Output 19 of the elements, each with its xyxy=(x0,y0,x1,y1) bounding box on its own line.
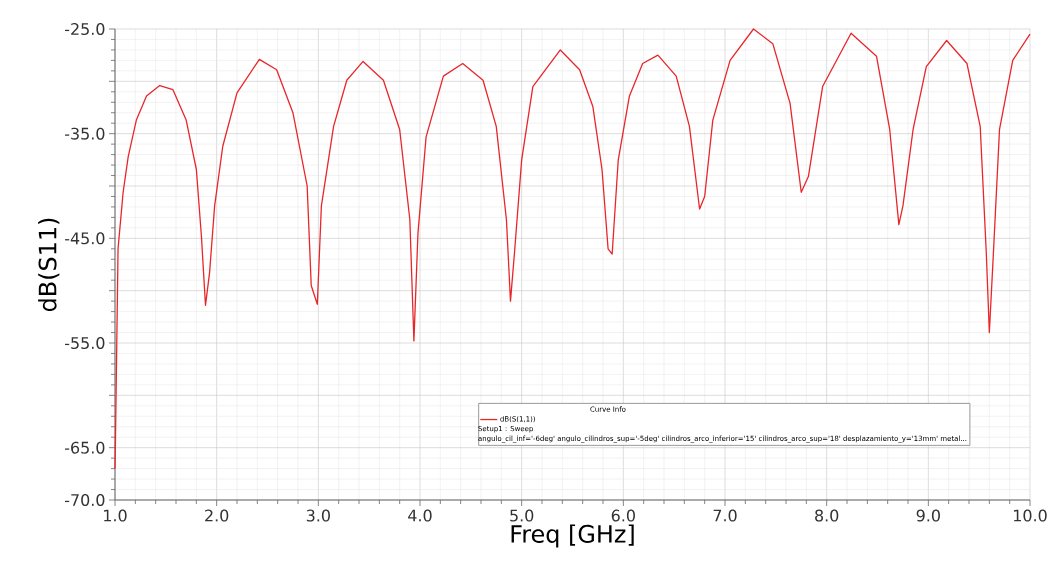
y-tick-label: -55.0 xyxy=(65,336,105,350)
x-axis-title: Freq [GHz] xyxy=(511,524,634,548)
x-tick-label: 8.0 xyxy=(815,509,839,522)
y-axis-title: dB(S11) xyxy=(38,218,60,312)
x-tick-label: 2.0 xyxy=(205,509,229,522)
y-tick-label: -45.0 xyxy=(65,232,105,245)
y-tick-label: -25.0 xyxy=(65,22,105,36)
x-tick-label: 9.0 xyxy=(916,509,940,522)
x-tick-label: 7.0 xyxy=(713,509,737,522)
x-tick-label: 3.0 xyxy=(306,509,330,522)
y-tick-label: -70.0 xyxy=(65,493,105,507)
x-tick-label: 5.0 xyxy=(510,509,534,522)
x-tick-label: 6.0 xyxy=(611,509,635,522)
x-tick-label: 1.0 xyxy=(104,509,127,522)
y-tick-label: -35.0 xyxy=(65,127,105,140)
x-tick-label: 4.0 xyxy=(408,509,432,522)
x-tick-label: 10.0 xyxy=(1014,509,1047,522)
y-tick-label: -65.0 xyxy=(65,441,105,454)
line-series xyxy=(114,28,1031,470)
